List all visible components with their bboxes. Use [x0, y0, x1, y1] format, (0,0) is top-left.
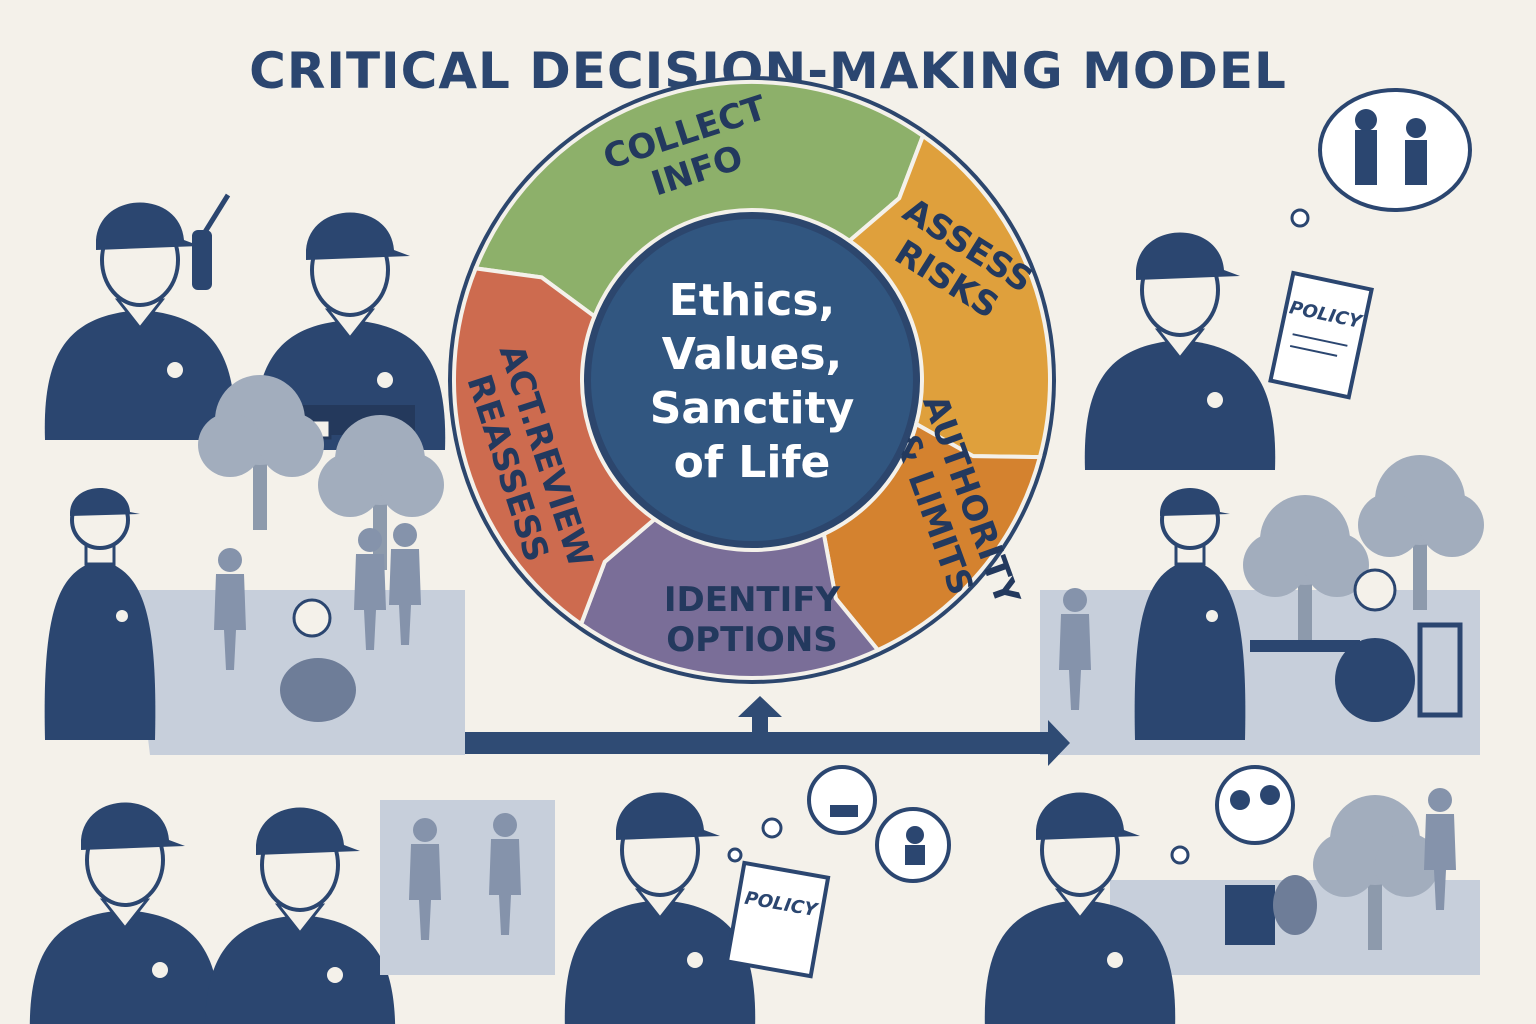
center-text-line: Ethics,	[669, 275, 835, 326]
park-bench-scene-bottom-right	[982, 765, 1480, 1024]
center-circle	[585, 213, 919, 547]
officer-listening-bottom	[202, 805, 398, 1024]
officer-thinking-policy-bottom: POLICY	[562, 765, 951, 1024]
officer-talking-bottom	[27, 800, 223, 1024]
step-label-line: OPTIONS	[666, 620, 838, 660]
center-text-line: Values,	[662, 329, 843, 380]
step-label-line: IDENTIFY	[664, 580, 841, 620]
step-segment-1	[472, 80, 926, 320]
thought-bubble-top-right	[1290, 88, 1472, 228]
park-encounter-scene-left	[42, 375, 465, 755]
officer-radio-illustration	[42, 193, 238, 442]
step-segment-5	[452, 266, 658, 628]
process-flow-arrow	[465, 696, 1070, 766]
officer-reading-policy-illustration: POLICY	[1082, 230, 1374, 472]
officers-conversation-scene	[380, 800, 555, 975]
center-text-line: Sanctity	[650, 383, 855, 434]
center-text-line: of Life	[674, 437, 831, 488]
park-encounter-scene-right	[1040, 455, 1484, 755]
